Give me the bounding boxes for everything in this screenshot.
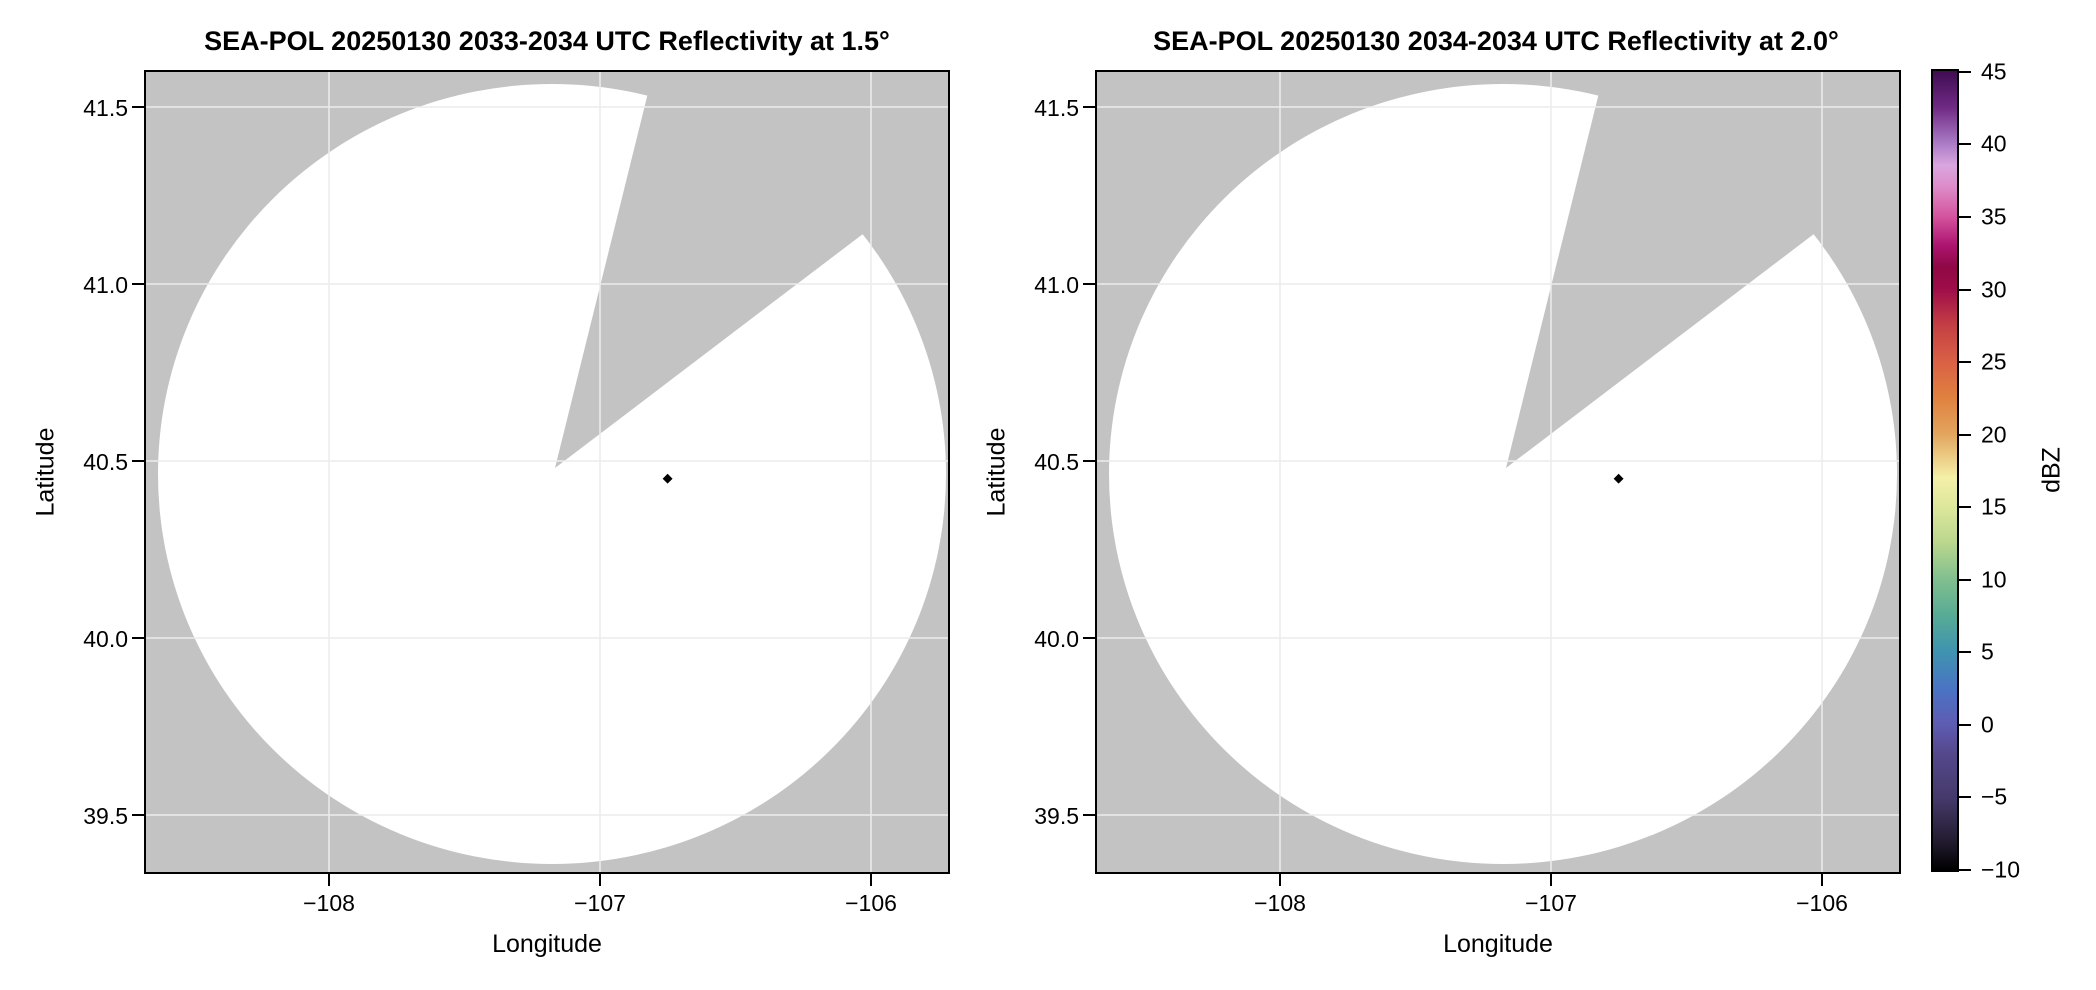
y-tick-label: 39.5 xyxy=(83,803,128,829)
colorbar-tick xyxy=(1959,796,1971,798)
y-tick xyxy=(132,460,144,462)
y-tick-label: 39.5 xyxy=(1034,803,1079,829)
panel-left-radar-canvas xyxy=(146,72,948,872)
x-tick xyxy=(870,874,872,886)
colorbar-tick-label: 40 xyxy=(1981,130,2007,157)
y-tick-label: 40.0 xyxy=(83,626,128,652)
y-tick-label: 40.5 xyxy=(1034,449,1079,475)
panel-left-title: SEA-POL 20250130 2033-2034 UTC Reflectiv… xyxy=(204,26,890,56)
y-tick-label: 41.5 xyxy=(83,95,128,121)
colorbar-label: dBZ xyxy=(2037,447,2066,493)
y-tick xyxy=(1083,637,1095,639)
colorbar-tick-label: 45 xyxy=(1981,58,2007,85)
y-tick-label: 40.5 xyxy=(83,449,128,475)
x-tick xyxy=(1550,874,1552,886)
panel-right-radar-canvas xyxy=(1097,72,1899,872)
echo-dot xyxy=(662,473,673,484)
colorbar-tick-label: 10 xyxy=(1981,566,2007,593)
colorbar xyxy=(1931,69,1959,872)
grid-lines xyxy=(146,72,948,872)
colorbar-tick-label: 5 xyxy=(1981,638,1994,665)
echo-dot xyxy=(1613,473,1624,484)
y-tick-label: 41.0 xyxy=(83,272,128,298)
missing-sector-wedge xyxy=(555,72,948,468)
x-tick-label: −107 xyxy=(1525,890,1577,916)
colorbar-tick-label: −10 xyxy=(1981,856,2021,883)
missing-sector-wedge xyxy=(1506,72,1899,468)
y-tick xyxy=(132,106,144,108)
y-tick xyxy=(1083,106,1095,108)
grid-lines xyxy=(1097,72,1899,872)
colorbar-tick-label: 15 xyxy=(1981,493,2007,520)
colorbar-tick-label: 35 xyxy=(1981,203,2007,230)
x-tick xyxy=(1279,874,1281,886)
colorbar-tick xyxy=(1959,869,1971,871)
colorbar-tick xyxy=(1959,71,1971,73)
panel-left-plot-area xyxy=(144,70,950,874)
y-tick xyxy=(1083,283,1095,285)
colorbar-tick xyxy=(1959,724,1971,726)
colorbar-tick xyxy=(1959,361,1971,363)
y-tick xyxy=(1083,814,1095,816)
colorbar-tick xyxy=(1959,216,1971,218)
y-tick xyxy=(1083,460,1095,462)
colorbar-tick xyxy=(1959,434,1971,436)
x-tick-label: −106 xyxy=(1796,890,1848,916)
colorbar-tick-label: −5 xyxy=(1981,783,2008,810)
x-tick-label: −106 xyxy=(845,890,897,916)
panel-right-ylabel: Latitude xyxy=(982,427,1011,517)
y-tick-label: 41.0 xyxy=(1034,272,1079,298)
panel-right-title: SEA-POL 20250130 2034-2034 UTC Reflectiv… xyxy=(1153,26,1839,56)
colorbar-tick xyxy=(1959,579,1971,581)
x-tick xyxy=(328,874,330,886)
x-tick-label: −107 xyxy=(574,890,626,916)
x-tick-label: −108 xyxy=(303,890,355,916)
y-tick xyxy=(132,814,144,816)
y-tick-label: 40.0 xyxy=(1034,626,1079,652)
colorbar-tick xyxy=(1959,289,1971,291)
panel-right-xlabel: Longitude xyxy=(1443,930,1553,958)
colorbar-tick-label: 30 xyxy=(1981,276,2007,303)
colorbar-tick xyxy=(1959,651,1971,653)
colorbar-tick xyxy=(1959,143,1971,145)
x-tick xyxy=(599,874,601,886)
x-tick-label: −108 xyxy=(1254,890,1306,916)
y-tick-label: 41.5 xyxy=(1034,95,1079,121)
y-tick xyxy=(132,283,144,285)
colorbar-tick-label: 20 xyxy=(1981,421,2007,448)
panel-left-xlabel: Longitude xyxy=(492,930,602,958)
x-tick xyxy=(1821,874,1823,886)
colorbar-tick-label: 25 xyxy=(1981,348,2007,375)
panel-left-ylabel: Latitude xyxy=(31,427,60,517)
y-tick xyxy=(132,637,144,639)
panel-right-plot-area xyxy=(1095,70,1901,874)
colorbar-tick-label: 0 xyxy=(1981,711,1994,738)
colorbar-tick xyxy=(1959,506,1971,508)
